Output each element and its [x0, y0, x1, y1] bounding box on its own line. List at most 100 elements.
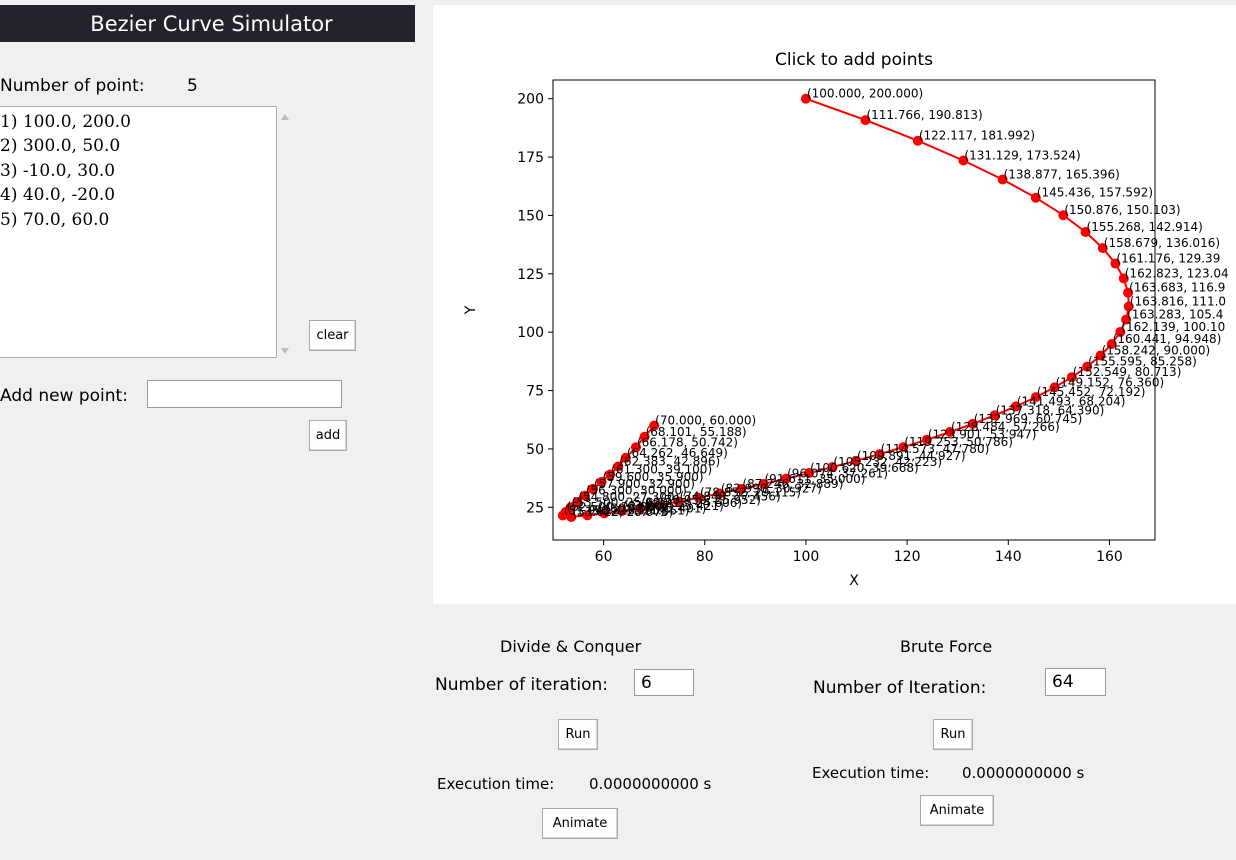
x-tick-label: 80: [696, 549, 714, 565]
curve-point: [630, 442, 641, 453]
curve-point: [1030, 392, 1041, 403]
dc-animate-button[interactable]: Animate: [542, 808, 618, 839]
point-label: (145.452, 72.192): [1037, 385, 1146, 399]
curve-point: [649, 420, 660, 431]
plot-panel[interactable]: Click to add points 60 80 100 120 140 160 25 50 7…: [433, 5, 1236, 604]
point-label: (67.213, 24.606): [641, 496, 742, 510]
curve-point: [616, 505, 627, 516]
curve-point: [596, 476, 607, 487]
bf-exec-value: 0.0000000000 s: [962, 764, 1085, 782]
point-label: (60.137, 22.401): [605, 501, 706, 515]
curve-point: [599, 508, 610, 519]
y-tick-label: 150: [517, 208, 544, 224]
curve-point: [827, 462, 838, 473]
curve-point: [1058, 210, 1069, 221]
point-label: (114.573, 47.780): [881, 442, 990, 456]
y-tick-label: 200: [517, 92, 544, 108]
bf-iteration-label: Number of Iteration:: [813, 678, 987, 698]
curve-point: [850, 455, 861, 466]
point-label: (162.139, 100.10: [1121, 320, 1225, 334]
curve-point: [587, 483, 598, 494]
dc-iteration-label: Number of iteration:: [435, 675, 609, 695]
point-label: (57.900, 32.900): [594, 477, 695, 491]
add-point-input[interactable]: [147, 380, 342, 408]
bf-run-button[interactable]: Run: [933, 719, 973, 750]
curve-point: [1106, 338, 1117, 349]
dc-run-button[interactable]: Run: [558, 719, 598, 750]
list-item[interactable]: 3) -10.0, 30.0: [0, 160, 116, 181]
point-label: (56.810, 21.551): [588, 503, 689, 517]
point-label: (96.074, 37.261): [787, 467, 888, 481]
point-label: (105.232, 42.223): [833, 455, 942, 469]
curve-point: [967, 418, 978, 429]
bf-iteration-input[interactable]: [1045, 668, 1106, 696]
dc-heading: Divide & Conquer: [500, 637, 642, 656]
curve-point: [693, 492, 704, 503]
point-label: (100.620, 39.668): [810, 461, 919, 475]
listbox-scrollbar[interactable]: [277, 106, 294, 358]
clear-button[interactable]: clear: [309, 320, 356, 351]
curve-point: [1110, 258, 1121, 269]
bf-animate-button[interactable]: Animate: [920, 795, 994, 826]
list-item[interactable]: 2) 300.0, 50.0: [0, 136, 121, 157]
curve-point: [989, 410, 1000, 421]
curve-point: [912, 135, 923, 146]
bezier-chart[interactable]: Click to add points 60 80 100 120 140 160 25 50 7…: [433, 5, 1236, 604]
point-label: (59.600, 35.900): [603, 470, 704, 484]
scroll-up-arrow-icon[interactable]: [281, 114, 289, 120]
point-label: (70.000, 60.000): [655, 414, 756, 428]
chart-title: Click to add points: [775, 50, 933, 70]
point-label: (141.493, 68.204): [1017, 394, 1126, 408]
x-tick-label: 140: [995, 549, 1022, 565]
y-tick-label: 100: [517, 325, 544, 341]
curve-point: [800, 93, 811, 104]
x-tick-label: 60: [595, 549, 613, 565]
point-label: (64.262, 46.649): [627, 446, 728, 460]
point-label: (152.549, 80.713): [1073, 365, 1182, 379]
scroll-down-arrow-icon[interactable]: [281, 348, 289, 354]
point-label: (68.101, 55.188): [646, 425, 747, 439]
curve-point: [639, 431, 650, 442]
add-button[interactable]: add: [309, 420, 347, 451]
app-title: Bezier Curve Simulator: [0, 5, 415, 42]
points-listbox[interactable]: 1) 100.0, 200.0 2) 300.0, 50.0 3) -10.0,…: [0, 106, 277, 358]
curve-point: [605, 469, 616, 480]
y-tick-label: 75: [526, 384, 544, 400]
x-tick-label: 160: [1096, 549, 1123, 565]
point-label: (63.605, 23.421): [623, 499, 724, 513]
curve-point: [714, 488, 725, 499]
x-tick-label: 100: [793, 549, 820, 565]
x-axis-label: X: [849, 573, 859, 589]
point-label: (70.959, 25.952): [660, 493, 761, 507]
point-count-label: Number of point:: [0, 76, 145, 96]
point-label: (52.500, 23.000): [567, 500, 668, 514]
bf-exec-label: Execution time:: [812, 764, 930, 782]
curve-point: [1080, 226, 1091, 237]
point-label: (138.877, 165.396): [1004, 167, 1120, 181]
curve-point: [654, 500, 665, 511]
point-label: (158.679, 136.016): [1104, 236, 1220, 250]
point-label: (111.766, 190.813): [866, 108, 982, 122]
point-label: (66.178, 50.742): [637, 435, 738, 449]
list-item[interactable]: 1) 100.0, 200.0: [0, 112, 131, 132]
point-label: (119.253, 50.786): [904, 435, 1013, 449]
point-label: (122.117, 181.992): [919, 129, 1035, 143]
point-label: (145.436, 157.592): [1037, 186, 1153, 200]
point-label: (150.876, 150.103): [1064, 203, 1180, 217]
dc-iteration-input[interactable]: [634, 669, 694, 696]
curve-point: [1097, 243, 1108, 254]
point-label: (87.246, 32.889): [742, 477, 843, 491]
point-label: (163.816, 111.0: [1130, 294, 1226, 308]
list-item[interactable]: 4) 40.0, -20.0: [0, 185, 116, 206]
point-label: (155.595, 85.258): [1088, 355, 1197, 369]
dc-exec-value: 0.0000000000 s: [589, 775, 712, 793]
curve-point: [1123, 287, 1134, 298]
curve-point: [579, 490, 590, 501]
point-label: (163.683, 116.9: [1129, 281, 1225, 295]
y-tick-label: 175: [517, 150, 544, 166]
curve-point: [1030, 192, 1041, 203]
curve-point: [804, 468, 815, 479]
point-label: (62.383, 42.896): [619, 454, 720, 468]
list-item[interactable]: 5) 70.0, 60.0: [0, 209, 110, 230]
curve-point: [736, 483, 747, 494]
